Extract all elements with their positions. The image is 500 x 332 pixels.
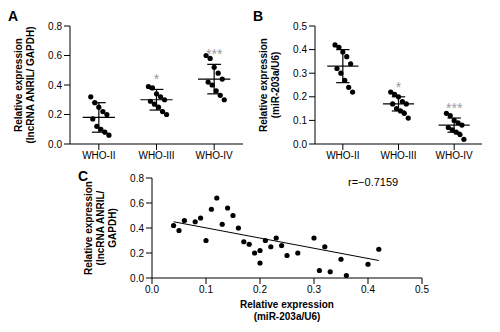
svg-text:Relative expression(miR-203a/U: Relative expression(miR-203a/U6) <box>258 38 281 132</box>
svg-text:0.4: 0.4 <box>293 44 307 55</box>
svg-text:Relative expression(miR-203a/U: Relative expression(miR-203a/U6) <box>240 299 334 322</box>
svg-text:0.5: 0.5 <box>293 21 307 32</box>
html-text:B: B <box>253 8 264 24</box>
svg-text:0.8: 0.8 <box>48 21 62 32</box>
svg-text:WHO-III: WHO-III <box>380 150 416 161</box>
html-text:A: A <box>8 8 19 24</box>
svg-text:0.0: 0.0 <box>293 139 307 150</box>
svg-text:0.2: 0.2 <box>130 248 144 259</box>
svg-text:0.4: 0.4 <box>361 284 375 295</box>
svg-text:***: *** <box>446 100 463 116</box>
svg-text:0.5: 0.5 <box>415 284 429 295</box>
svg-text:0.3: 0.3 <box>307 284 321 295</box>
svg-text:*: * <box>154 71 160 87</box>
svg-text:0.0: 0.0 <box>145 284 159 295</box>
svg-text:0.6: 0.6 <box>130 198 144 209</box>
svg-text:WHO-II: WHO-II <box>326 150 359 161</box>
svg-text:0.1: 0.1 <box>199 284 213 295</box>
svg-text:0.2: 0.2 <box>253 284 267 295</box>
svg-text:0.0: 0.0 <box>48 139 62 150</box>
svg-text:0.3: 0.3 <box>293 68 307 79</box>
svg-text:0.2: 0.2 <box>48 109 62 120</box>
svg-text:WHO-IV: WHO-IV <box>196 150 234 161</box>
svg-text:0.4: 0.4 <box>130 223 144 234</box>
svg-text:0.1: 0.1 <box>293 115 307 126</box>
svg-text:0.6: 0.6 <box>48 50 62 61</box>
svg-text:WHO-IV: WHO-IV <box>436 150 474 161</box>
svg-text:0.4: 0.4 <box>48 80 62 91</box>
svg-text:0.0: 0.0 <box>130 273 144 284</box>
html-text:r=−0.7159: r=−0.7159 <box>348 176 399 188</box>
svg-text:0.2: 0.2 <box>293 91 307 102</box>
html-text:C: C <box>78 168 89 184</box>
svg-text:WHO-III: WHO-III <box>138 150 174 161</box>
svg-text:*: * <box>396 79 402 95</box>
svg-text:Relative expression(lncRNA ANR: Relative expression(lncRNA ANRIL/GAPDH) <box>83 181 118 275</box>
svg-text:***: *** <box>206 46 223 62</box>
svg-text:WHO-II: WHO-II <box>82 150 115 161</box>
svg-text:0.8: 0.8 <box>130 173 144 184</box>
svg-text:Relative expression(lncRNA ANR: Relative expression(lncRNA ANRIL/ GAPDH) <box>13 26 36 143</box>
